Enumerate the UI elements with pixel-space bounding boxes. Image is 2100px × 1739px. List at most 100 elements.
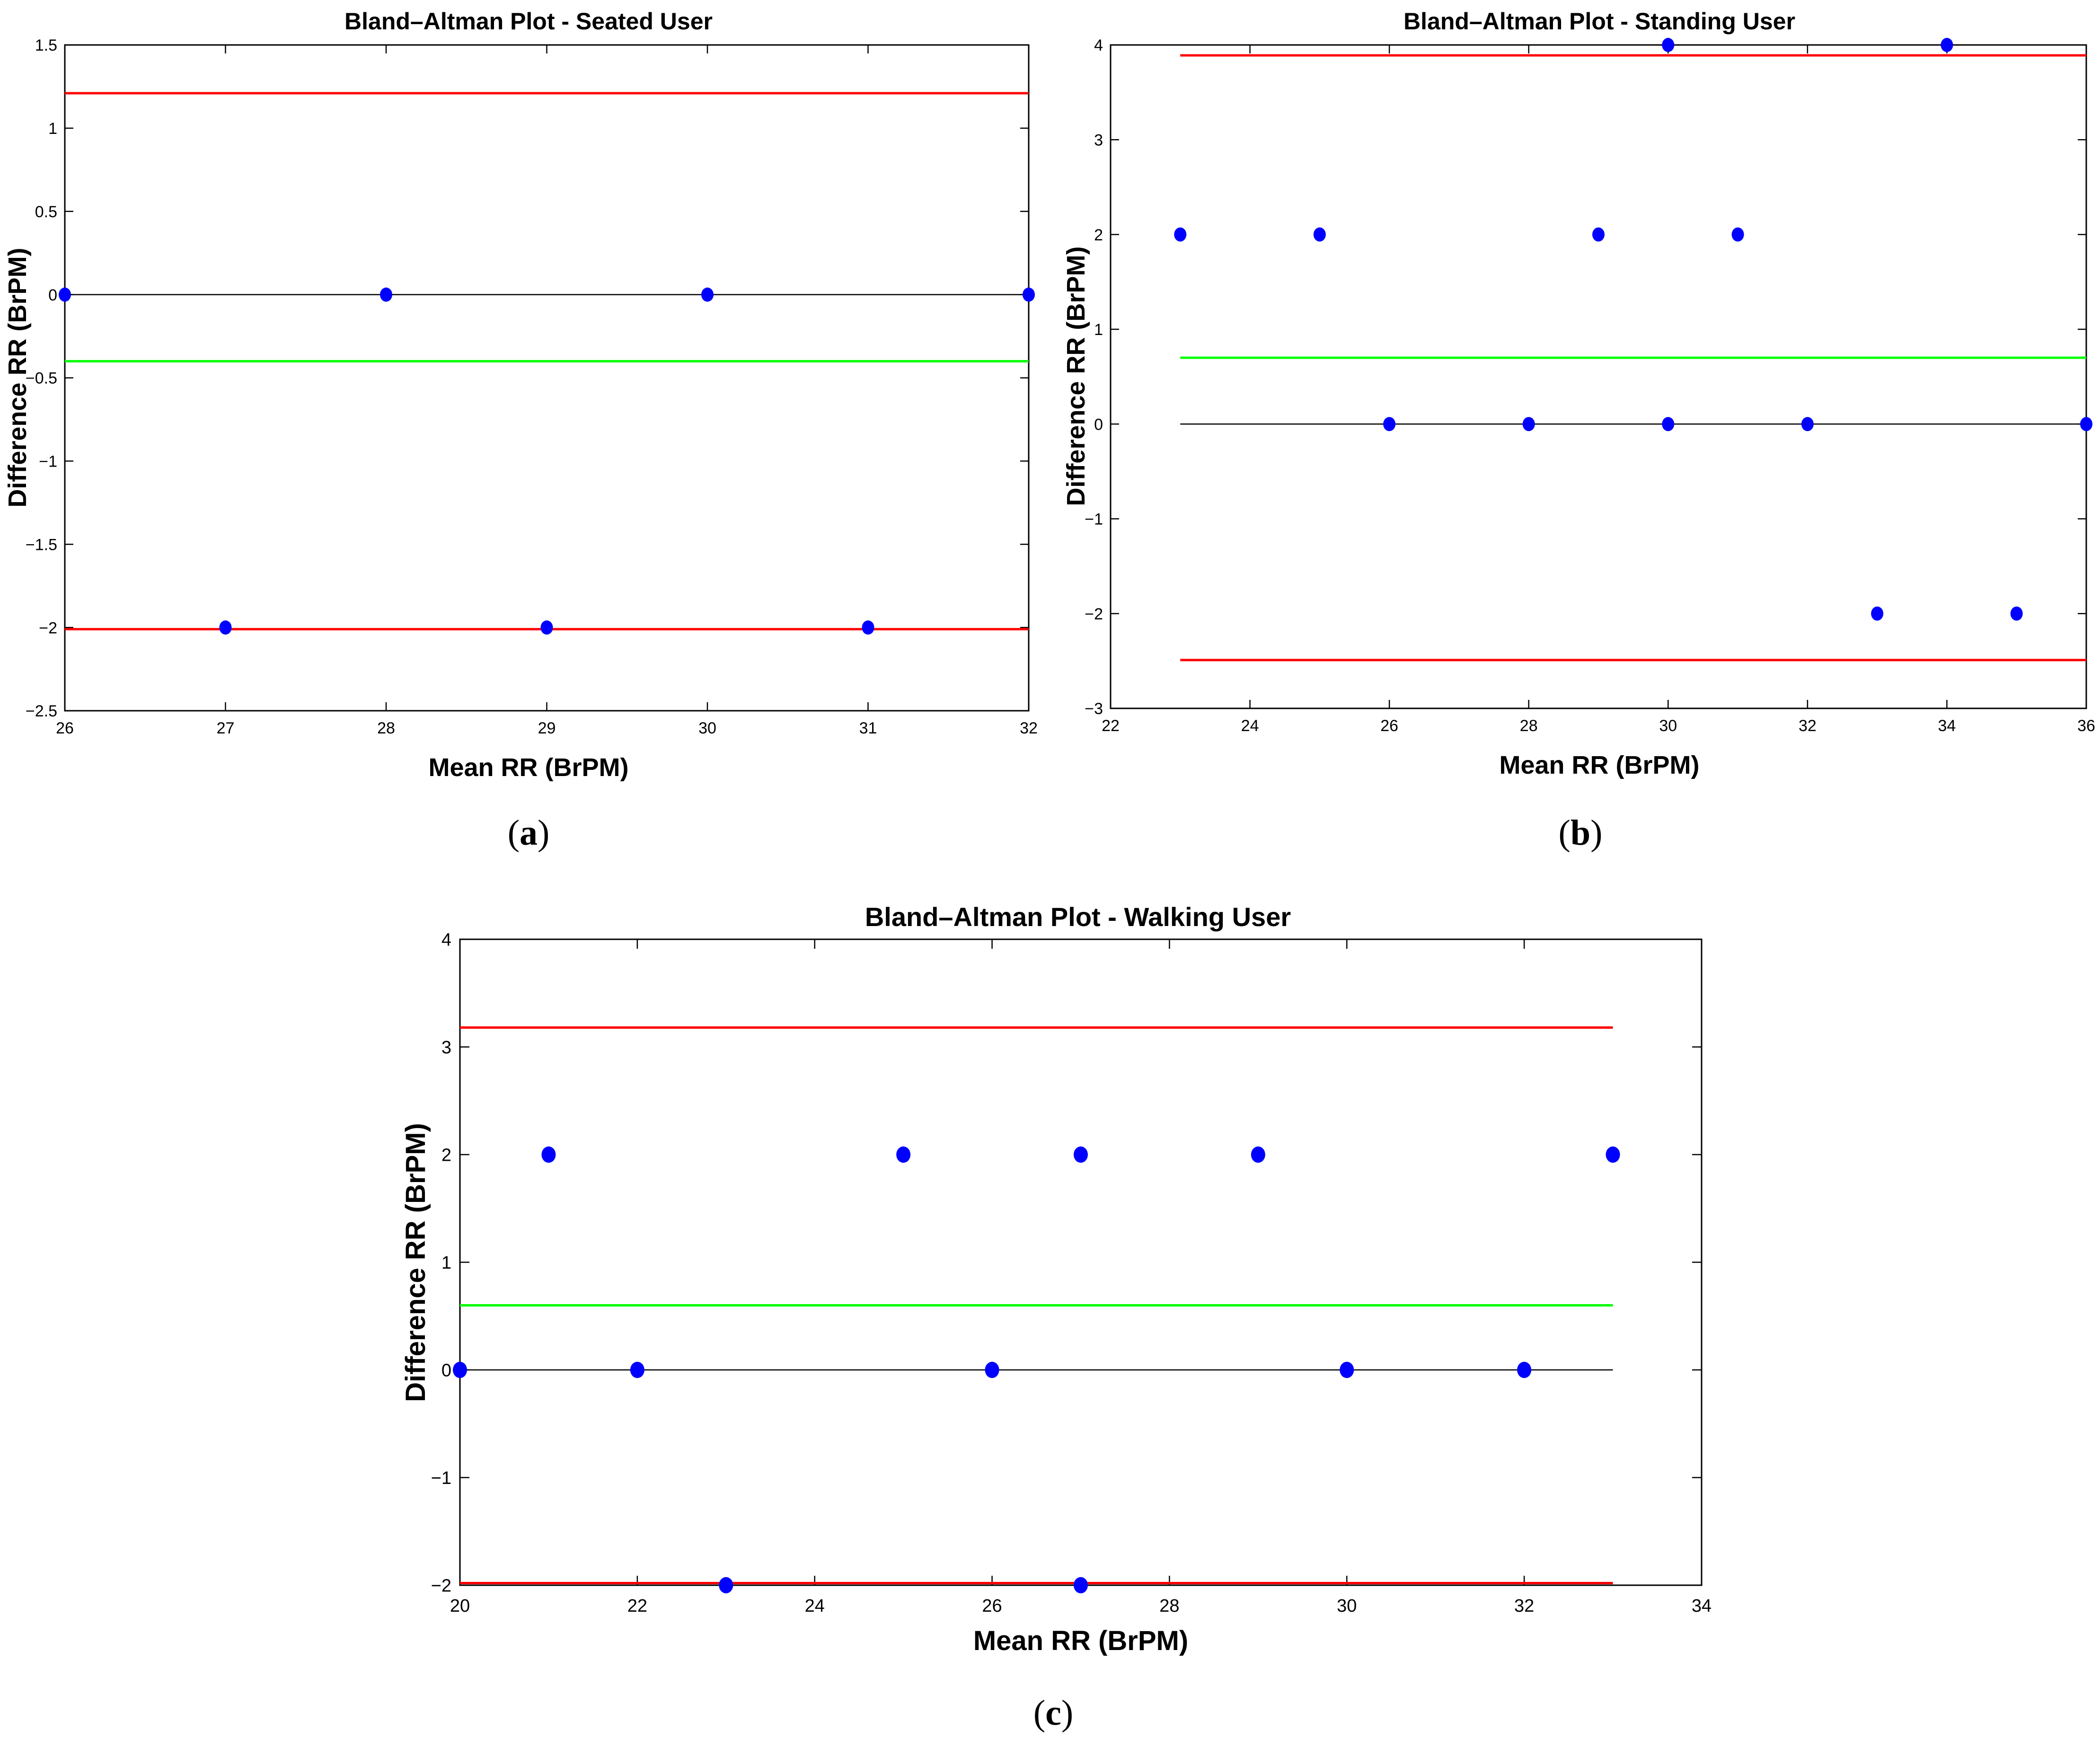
data-point: [1592, 227, 1605, 242]
panel-a-seated: Bland–Altman Plot - Seated User 26 27 28 29…: [3, 8, 1038, 853]
y-tick-labels-a: 1.5 1 0.5 0 −0.5 −1 −1.5 −2 −2.5: [26, 36, 57, 720]
data-point: [541, 1146, 556, 1163]
y-tick-label: −1: [1085, 511, 1103, 529]
data-point: [896, 1146, 911, 1163]
x-tick-label: 27: [217, 719, 235, 737]
x-tick-label: 34: [1938, 717, 1956, 735]
x-tick-label: 30: [1337, 1596, 1357, 1616]
x-tick-label: 26: [1380, 717, 1398, 735]
y-tick-label: 0: [1094, 415, 1103, 433]
caption-a: (a): [508, 813, 550, 853]
x-tick-label: 36: [2077, 717, 2095, 735]
panel-b-standing: Bland–Altman Plot - Standing User 22 24 26…: [1062, 8, 2095, 853]
data-points-b: [1174, 38, 2092, 621]
x-tick-label: 28: [1520, 717, 1538, 735]
data-point: [380, 287, 392, 302]
y-axis-label-c: Difference RR (BrPM): [400, 1123, 431, 1402]
y-tick-label: 1: [1094, 321, 1103, 339]
data-point: [1174, 227, 1187, 242]
plot-frame-c: [459, 938, 1703, 1586]
y-tick-labels-b: 4 3 2 1 0 −1 −2 −3: [1085, 36, 1103, 718]
caption-b: (b): [1559, 813, 1603, 853]
x-tick-label: 20: [450, 1596, 470, 1616]
x-tick-label: 34: [1692, 1596, 1712, 1616]
data-point: [1731, 227, 1744, 242]
x-tick-label: 26: [56, 719, 74, 737]
y-tick-label: −0.5: [26, 370, 57, 388]
data-point: [862, 620, 874, 635]
plot-frame-a: [64, 44, 1030, 712]
x-tick-label: 22: [627, 1596, 647, 1616]
tick-marks-a: [64, 44, 1030, 712]
caption-c: (c): [1033, 1693, 1073, 1733]
x-axis-label-c: Mean RR (BrPM): [973, 1625, 1188, 1656]
y-tick-label: 3: [441, 1038, 451, 1058]
y-tick-label: 0.5: [35, 203, 57, 221]
x-tick-labels-c: 20 22 24 26 28 30 32 34: [450, 1596, 1712, 1616]
data-point: [1662, 417, 1675, 432]
data-point: [1871, 606, 1884, 621]
y-tick-label: 4: [441, 930, 451, 950]
x-tick-label: 22: [1102, 717, 1120, 735]
data-point: [1801, 417, 1814, 432]
data-point: [453, 1361, 467, 1378]
y-tick-label: 4: [1094, 36, 1103, 54]
x-tick-label: 29: [538, 719, 556, 737]
data-point: [630, 1361, 644, 1378]
chart-title-a: Bland–Altman Plot - Seated User: [344, 8, 713, 35]
data-point: [985, 1361, 999, 1378]
data-point: [1383, 417, 1396, 432]
y-tick-label: −3: [1085, 700, 1103, 718]
x-tick-label: 32: [1799, 717, 1817, 735]
y-tick-label: −2: [431, 1576, 451, 1596]
data-point: [719, 1577, 733, 1594]
chart-title-b: Bland–Altman Plot - Standing User: [1403, 8, 1795, 35]
data-points-a: [59, 287, 1035, 635]
data-point: [1074, 1577, 1088, 1594]
x-tick-label: 30: [1659, 717, 1677, 735]
x-tick-label: 31: [859, 719, 877, 737]
data-point: [1340, 1361, 1354, 1378]
data-point: [1023, 287, 1035, 302]
y-tick-label: −1: [39, 453, 57, 471]
y-tick-label: −2: [39, 619, 57, 637]
y-tick-label: 1: [441, 1253, 451, 1273]
data-point: [540, 620, 553, 635]
x-tick-label: 30: [698, 719, 716, 737]
x-tick-label: 24: [1241, 717, 1259, 735]
x-tick-labels-b: 22 24 26 28 30 32 34 36: [1102, 717, 2095, 735]
data-point: [1606, 1146, 1620, 1163]
y-tick-label: 1: [48, 120, 57, 138]
data-point: [1251, 1146, 1265, 1163]
y-tick-label: 3: [1094, 132, 1103, 150]
x-tick-label: 32: [1514, 1596, 1534, 1616]
data-point: [2010, 606, 2023, 621]
y-tick-label: 2: [1094, 226, 1103, 244]
x-tick-label: 24: [805, 1596, 825, 1616]
data-points-c: [453, 1146, 1620, 1594]
y-tick-labels-c: 4 3 2 1 0 −1 −2: [431, 930, 451, 1596]
data-point: [701, 287, 714, 302]
y-tick-label: 0: [441, 1361, 451, 1381]
data-point: [1517, 1361, 1532, 1378]
x-tick-label: 32: [1020, 719, 1038, 737]
y-tick-label: 0: [48, 286, 57, 304]
limits-of-agreement-b: [1180, 54, 2086, 662]
data-point: [1662, 38, 1675, 52]
data-point: [1074, 1146, 1088, 1163]
x-tick-labels-a: 26 27 28 29 30 31 32: [56, 719, 1038, 737]
y-tick-label: 1.5: [35, 36, 57, 54]
data-point: [1313, 227, 1326, 242]
y-tick-label: −1.5: [26, 536, 57, 554]
y-tick-label: −1: [431, 1468, 451, 1488]
data-point: [2080, 417, 2092, 432]
x-axis-label-b: Mean RR (BrPM): [1499, 751, 1699, 779]
x-axis-label-a: Mean RR (BrPM): [428, 753, 628, 782]
data-point: [1522, 417, 1535, 432]
x-tick-label: 28: [1159, 1596, 1179, 1616]
tick-marks-b: [1110, 44, 2087, 709]
plot-frame-b: [1110, 44, 2087, 709]
data-point: [1941, 38, 1953, 52]
panel-c-walking: Bland–Altman Plot - Walking User 20 22 24 2…: [400, 902, 1712, 1733]
